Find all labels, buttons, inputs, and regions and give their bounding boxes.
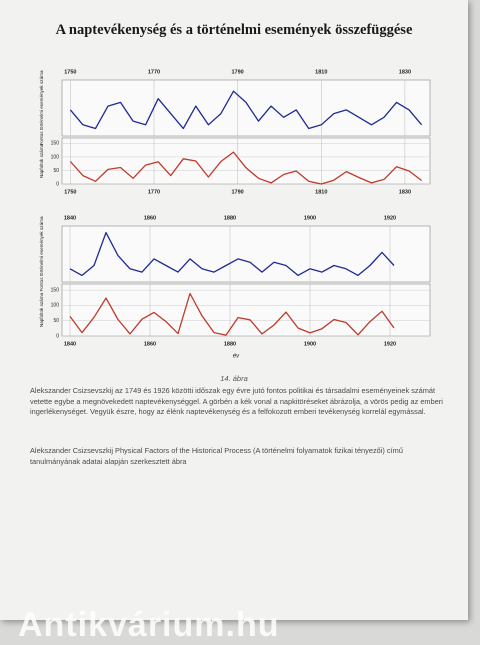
page-title: A naptevékenység és a történelmi esemény… <box>55 22 413 38</box>
figure-caption: 14. ábra <box>220 374 248 383</box>
plot-frame <box>61 79 431 137</box>
data-line <box>69 231 395 277</box>
y-tick-label: 100 <box>51 154 60 160</box>
x-tick-label: 1750 <box>64 189 76 195</box>
plot-frame <box>61 283 431 337</box>
x-tick-label: 1770 <box>148 69 160 75</box>
y-tick-label: 150 <box>51 287 60 293</box>
y-tick-label: 0 <box>56 181 59 187</box>
x-tick-label: 1810 <box>315 69 327 75</box>
x-tick-label: 1840 <box>64 215 76 221</box>
x-tick-label: 1830 <box>399 189 411 195</box>
x-tick-label: 1860 <box>144 341 156 347</box>
paragraph: Alekszander Csizsevszkij Physical Factor… <box>30 446 403 466</box>
paragraph: Alekszander Csizsevszkij az 1749 és 1926… <box>30 386 443 417</box>
data-line <box>69 151 422 185</box>
x-tick-label: 1920 <box>384 215 396 221</box>
x-tick-label: 1790 <box>232 189 244 195</box>
x-tick-label: 1920 <box>384 341 396 347</box>
x-tick-label: 1900 <box>304 341 316 347</box>
data-line <box>69 292 395 336</box>
plot-frame <box>61 137 431 185</box>
y-tick-label: 150 <box>51 141 60 147</box>
y-axis-label: Napfoltok száma <box>39 292 44 327</box>
x-tick-label: 1880 <box>224 341 236 347</box>
x-tick-label: 1750 <box>64 69 76 75</box>
y-tick-label: 50 <box>53 318 59 324</box>
y-tick-label: 50 <box>53 168 59 174</box>
x-tick-label: 1790 <box>232 69 244 75</box>
book-page: A naptevékenység és a történelmi esemény… <box>0 0 468 620</box>
x-tick-label: 1770 <box>148 189 160 195</box>
y-axis-label: Napfoltok száma <box>39 143 44 178</box>
plot-frame <box>61 225 431 283</box>
watermark: Antikvárium.hu <box>18 606 280 644</box>
x-tick-label: 1880 <box>224 215 236 221</box>
y-axis-label: Fontos történelmi események száma <box>39 70 44 146</box>
x-tick-label: 1810 <box>315 189 327 195</box>
y-axis-label: Fontos történelmi események száma <box>39 216 44 292</box>
x-tick-label: 1860 <box>144 215 156 221</box>
x-tick-label: 1840 <box>64 341 76 347</box>
charts: 1750 1770 1790 1810 1830 Fontos történelmi es… <box>39 69 431 360</box>
x-tick-label: 1900 <box>304 215 316 221</box>
data-line <box>69 90 423 130</box>
x-axis-label: év <box>233 354 240 360</box>
x-tick-label: 1830 <box>399 69 411 75</box>
y-tick-label: 0 <box>56 333 59 339</box>
y-tick-label: 100 <box>51 303 60 309</box>
